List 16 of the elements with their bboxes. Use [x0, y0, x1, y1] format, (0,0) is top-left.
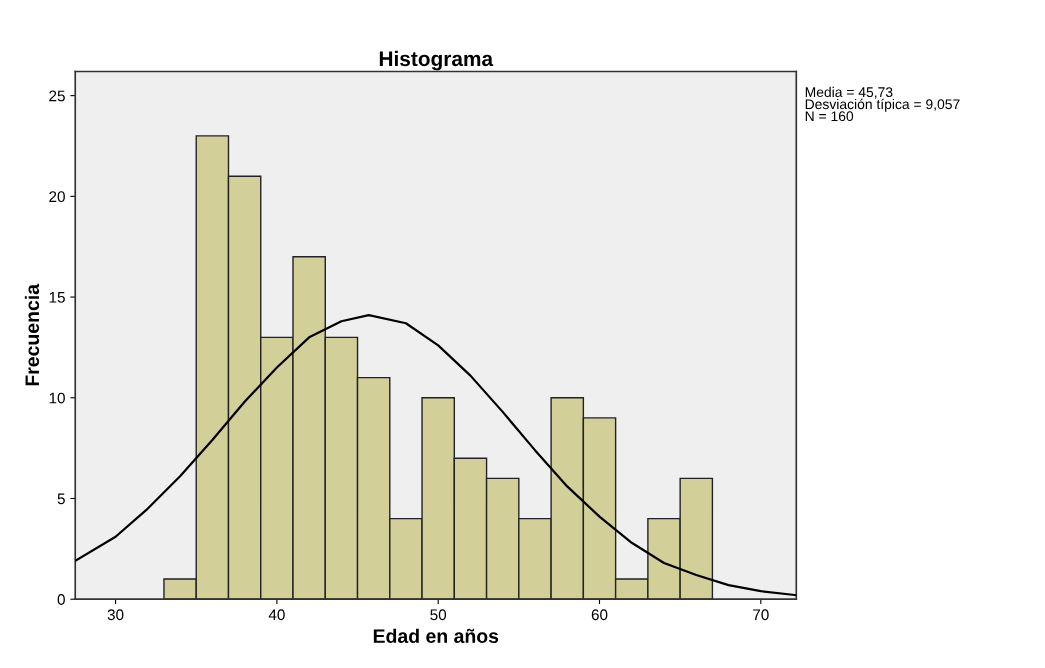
x-axis-title: Edad en años: [373, 628, 499, 643]
x-tick-label: 40: [268, 609, 285, 621]
y-tick-label: 5: [57, 493, 65, 505]
chart-title: Histograma: [379, 50, 494, 71]
line-series: [75, 314, 797, 597]
x-tick-label: 50: [430, 609, 447, 621]
y-axis-title: Frecuencia: [24, 283, 40, 386]
y-tick-label: 0: [57, 594, 65, 605]
text: Media = 45,73 Desviación típica = 9,057 N = 160: [805, 86, 960, 122]
y-tick-label: 25: [49, 90, 65, 102]
x-tick-label: 70: [753, 609, 769, 621]
y-tick-label: 20: [49, 191, 65, 203]
y-tick-label: 15: [49, 292, 65, 303]
x-tick-label: 60: [591, 609, 608, 621]
x-tick-label: 30: [107, 609, 124, 621]
y-tick-label: 10: [49, 392, 65, 404]
